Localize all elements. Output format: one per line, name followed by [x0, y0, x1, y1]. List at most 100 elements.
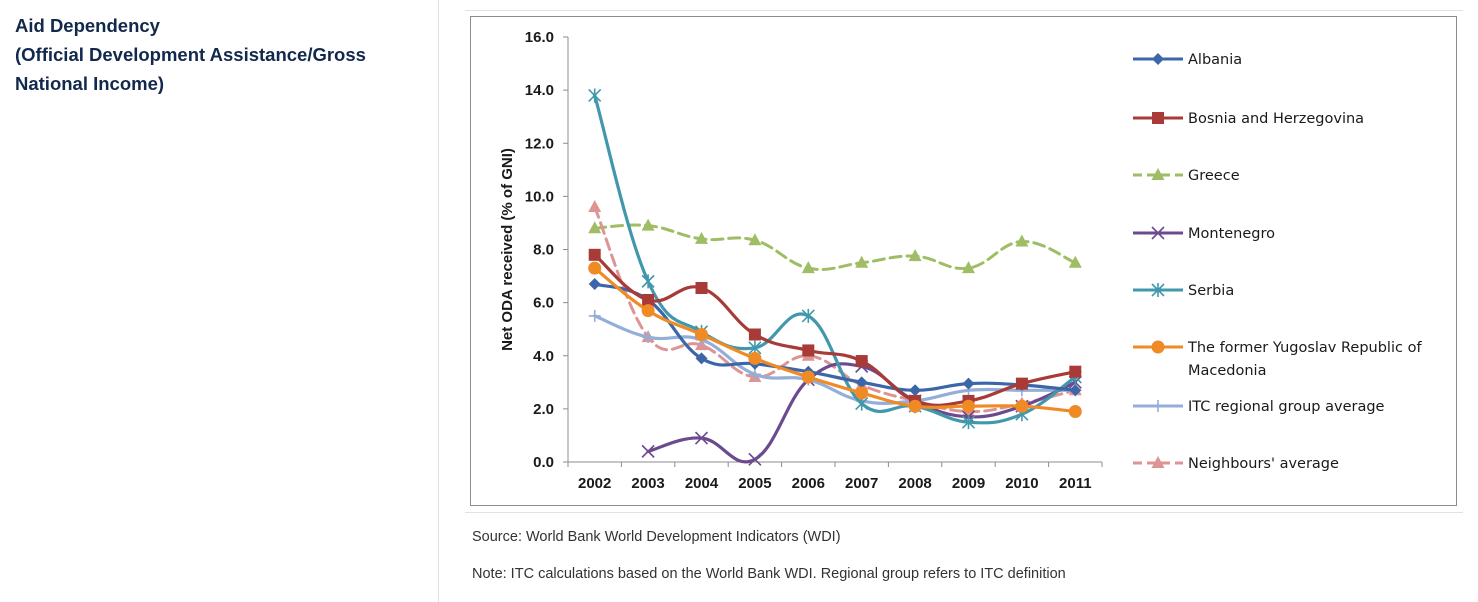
data-point [962, 399, 975, 413]
y-tick-label: 14.0 [525, 82, 554, 99]
chart-axes: 0.0 2.0 4.0 6.0 8.0 10.0 12.0 14.0 16.0 2002 2003 2… [499, 29, 1103, 492]
data-point [588, 200, 602, 212]
data-point [695, 352, 708, 365]
data-point [748, 351, 762, 365]
legend-item-the-former-yugoslav-republic-of-macedonia: The former Yugoslav Republic of Macedonia [1133, 340, 1422, 379]
x-tick-label: 2002 [578, 475, 611, 492]
data-point [1015, 399, 1029, 413]
y-tick-label: 12.0 [525, 135, 554, 152]
series-line [593, 282, 1077, 392]
data-point [695, 328, 708, 341]
data-point [908, 249, 922, 262]
data-point [694, 431, 709, 445]
data-point [641, 274, 655, 289]
data-point [1015, 377, 1028, 390]
x-tick-label: 2009 [952, 475, 985, 492]
legend-label: Serbia [1188, 283, 1234, 299]
data-point [748, 452, 762, 466]
data-point [962, 261, 975, 274]
data-point [961, 415, 976, 430]
y-axis-title: Net ODA received (% of GNI) [499, 148, 516, 351]
legend-label: Neighbours' average [1188, 456, 1339, 472]
legend-label: Bosnia and Herzegovina [1188, 111, 1364, 127]
data-point [695, 231, 708, 244]
data-point [748, 233, 762, 246]
legend-item-albania: Albania [1133, 52, 1242, 68]
y-tick-label: 10.0 [525, 188, 554, 205]
x-tick-label: 2005 [738, 475, 771, 492]
x-tick-label: 2008 [898, 475, 931, 492]
series-line [593, 266, 1077, 414]
heading-line-3: National Income) [15, 73, 165, 94]
data-point [641, 218, 655, 231]
heading-line-1: Aid Dependency [15, 15, 160, 36]
series-line [593, 223, 1077, 272]
legend-marker [1151, 283, 1165, 297]
y-tick-label: 2.0 [533, 401, 554, 418]
legend-item-neighbours-average: Neighbours' average [1133, 456, 1339, 472]
legend-marker [1151, 340, 1165, 354]
data-point [1068, 405, 1082, 419]
series-line [593, 93, 1077, 425]
legend-marker [1152, 112, 1164, 124]
data-point [588, 248, 601, 261]
data-point [802, 344, 815, 357]
legend-label: Albania [1188, 52, 1242, 68]
data-point [588, 221, 602, 234]
data-point [855, 355, 868, 368]
legend-marker [1151, 456, 1165, 468]
data-point [909, 384, 922, 397]
x-tick-label: 2011 [1059, 475, 1092, 492]
legend-item-serbia: Serbia [1133, 283, 1234, 299]
legend-item-itc-regional-group-average: ITC regional group average [1133, 399, 1385, 415]
series-greece [588, 218, 1082, 274]
data-point [642, 331, 655, 344]
legend-label: Montenegro [1188, 226, 1275, 242]
y-tick-label: 16.0 [525, 29, 554, 46]
y-tick-label: 6.0 [533, 295, 554, 312]
heading-line-2: (Official Development Assistance/Gross [15, 44, 366, 65]
x-tick-label: 2006 [792, 475, 825, 492]
data-point [962, 377, 975, 390]
source-note: Source: World Bank World Development Ind… [472, 529, 841, 545]
data-point [588, 278, 601, 291]
data-point [855, 255, 869, 268]
x-tick-label: 2010 [1005, 475, 1038, 492]
legend-label: Greece [1188, 168, 1240, 184]
legend-item-montenegro: Montenegro [1133, 226, 1275, 242]
data-point [642, 293, 655, 306]
chart-legend: Albania Bosnia and Herzegovina Greece Monte… [1133, 52, 1422, 472]
legend-marker [1152, 400, 1164, 412]
y-tick-label: 4.0 [533, 348, 554, 365]
legend-label: Macedonia [1188, 363, 1266, 379]
data-point [588, 309, 601, 322]
data-point [1069, 384, 1082, 397]
series-the-former-yugoslav-republic-of-macedonia [588, 261, 1082, 419]
data-point [855, 386, 869, 400]
data-point [908, 399, 922, 413]
x-tick-label: 2004 [685, 475, 719, 492]
chart-series [588, 88, 1082, 466]
legend-item-bosnia-and-herzegovina: Bosnia and Herzegovina [1133, 111, 1364, 127]
data-point [801, 261, 815, 274]
data-point [588, 88, 602, 103]
data-point [855, 376, 868, 389]
data-point [748, 368, 761, 381]
method-note: Note: ITC calculations based on the Worl… [472, 566, 1066, 582]
y-tick-label: 0.0 [533, 454, 554, 471]
data-point [801, 308, 815, 323]
chart-frame [470, 16, 1457, 506]
data-point [801, 370, 815, 384]
x-tick-label: 2003 [631, 475, 664, 492]
bottom-rule [465, 512, 1463, 513]
data-point [588, 261, 602, 275]
legend-label: The former Yugoslav Republic of [1187, 340, 1422, 356]
data-point [641, 304, 655, 318]
series-line [593, 253, 1077, 407]
legend-marker [1151, 168, 1165, 180]
column-divider [438, 0, 439, 602]
y-tick-label: 8.0 [533, 242, 554, 259]
data-point [641, 444, 655, 458]
top-rule [465, 10, 1463, 11]
